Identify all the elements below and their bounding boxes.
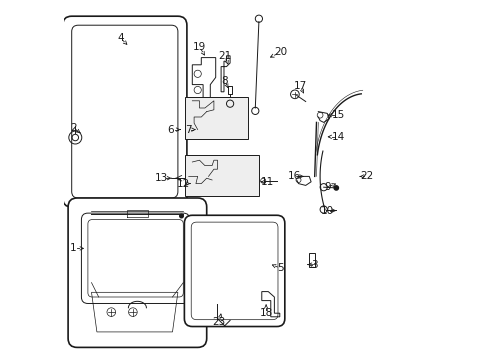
Text: 17: 17	[293, 81, 306, 91]
Text: 5: 5	[277, 263, 283, 273]
Text: 10: 10	[320, 206, 333, 216]
Text: 22: 22	[360, 171, 373, 181]
FancyBboxPatch shape	[88, 220, 183, 297]
Text: 21: 21	[218, 51, 231, 61]
Text: 15: 15	[331, 110, 344, 120]
FancyBboxPatch shape	[81, 213, 189, 303]
Text: 16: 16	[288, 171, 301, 181]
Text: 4: 4	[117, 33, 123, 43]
Text: 1: 1	[70, 243, 77, 253]
Text: 6: 6	[167, 125, 174, 135]
Text: 3: 3	[311, 260, 317, 270]
FancyBboxPatch shape	[191, 222, 277, 320]
Text: 23: 23	[212, 317, 225, 327]
Text: 11: 11	[261, 177, 274, 187]
FancyBboxPatch shape	[68, 198, 206, 347]
Text: 13: 13	[155, 173, 168, 183]
Text: 2: 2	[70, 123, 77, 133]
Text: 20: 20	[273, 47, 286, 57]
Text: 7: 7	[185, 125, 192, 135]
FancyBboxPatch shape	[62, 16, 186, 207]
Circle shape	[333, 186, 338, 190]
Text: 18: 18	[259, 308, 272, 318]
Bar	[309, 253, 314, 267]
Text: 12: 12	[176, 179, 189, 189]
Text: 19: 19	[192, 42, 206, 52]
FancyBboxPatch shape	[185, 155, 258, 196]
Text: 8: 8	[221, 76, 227, 86]
Text: 14: 14	[331, 132, 344, 142]
FancyBboxPatch shape	[72, 25, 178, 198]
FancyBboxPatch shape	[184, 215, 284, 327]
FancyBboxPatch shape	[185, 97, 247, 139]
Circle shape	[179, 214, 183, 218]
Text: 9: 9	[324, 182, 330, 192]
